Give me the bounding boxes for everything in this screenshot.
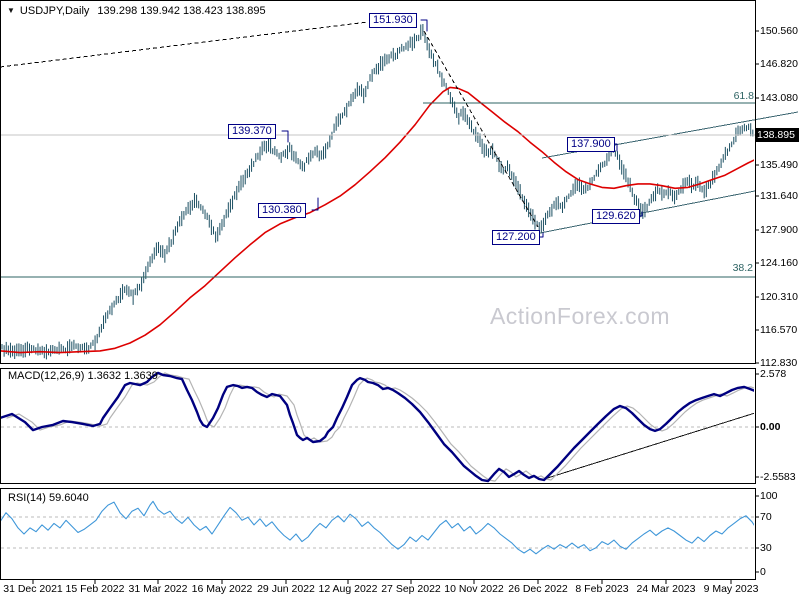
main-panel-border [0,0,756,364]
rsi-line [1,500,754,555]
macd-panel-border [0,368,756,484]
price-annotation-connector [281,130,289,143]
macd-signal-line [6,372,754,482]
price-annotation-connector [311,197,319,211]
price-annotation-connector [420,19,428,32]
rising-dashed-trendline [0,21,369,68]
rsi-panel-border [0,488,756,580]
macd-rising-trendline [540,412,754,481]
price-annotation-connector [536,232,544,238]
macd-line [1,371,754,483]
watermark: ActionForex.com [489,303,671,329]
channel-lower-line [539,190,756,234]
ma-line [1,86,754,354]
falling-dashed-trendline [423,30,539,228]
